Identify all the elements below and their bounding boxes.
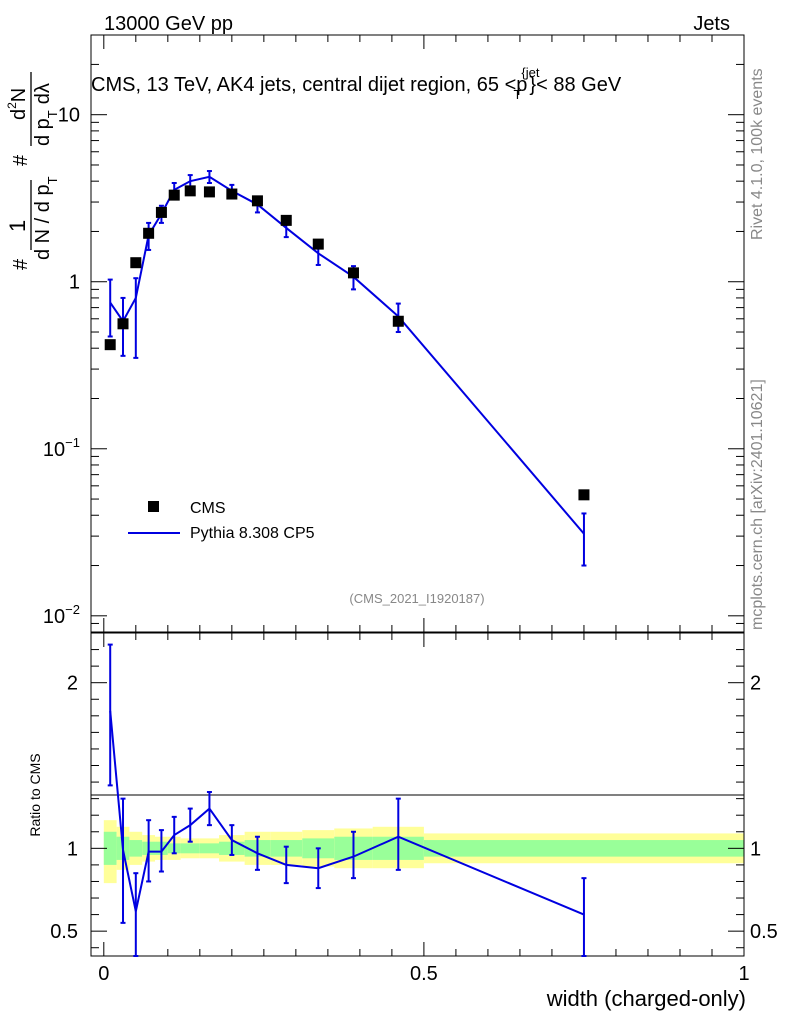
ratio-band-green (423, 840, 744, 857)
cms-data-point (226, 188, 238, 200)
cms-data-point (143, 227, 155, 239)
main-y-tick-label: 10−1 (43, 435, 80, 461)
cms-data-point (392, 315, 404, 327)
y-axis-label: # 1 d N / d pT # d2N d pTdλ (5, 72, 60, 270)
cms-data-point (347, 267, 359, 279)
ratio-plot-frame (90, 632, 745, 957)
cms-data-point (168, 189, 180, 201)
cms-data-point (280, 214, 292, 226)
cms-data-point (104, 339, 116, 351)
cms-data-point (251, 195, 263, 207)
legend-cms-marker (148, 501, 159, 512)
ratio-y-tick-label: 2 (67, 673, 78, 695)
ratio-y-tick-label-right: 0.5 (750, 921, 778, 943)
svg-text:d pTdλ: d pTdλ (32, 83, 60, 146)
main-plot-frame (90, 34, 745, 633)
cms-data-point (203, 186, 215, 198)
main-y-tick-label: 10−2 (43, 602, 80, 628)
ratio-band-green (199, 843, 220, 854)
main-y-ticks: 10−2 10−1 1 10 (43, 34, 744, 633)
legend-cms-label: CMS (190, 500, 226, 517)
cms-data-point (130, 257, 142, 269)
cms-data-point (117, 318, 129, 330)
ratio-x-ticks: 0 0.5 1 (98, 633, 750, 985)
ratio-y-tick-label: 0.5 (50, 921, 78, 943)
ratio-band-green (103, 831, 117, 865)
ratio-line (109, 710, 585, 916)
cms-data-point (184, 185, 196, 197)
pythia-line (109, 175, 585, 535)
legend: CMS Pythia 8.308 CP5 (128, 500, 315, 542)
svg-text:d N / d pT: d N / d pT (32, 176, 60, 260)
ratio-y-tick-label-right: 1 (750, 838, 761, 860)
rivet-label: Rivet 4.1.0, 100k events (749, 68, 766, 240)
header-left: 13000 GeV pp (104, 13, 233, 35)
analysis-id: (CMS_2021_I1920187) (349, 591, 484, 606)
cms-data-point (155, 206, 167, 218)
ratio-y-ticks: 0.5 0.5 1 1 2 2 (50, 649, 778, 949)
ratio-y-tick-label: 1 (67, 838, 78, 860)
header-right: Jets (693, 13, 730, 35)
ratio-y-label: Ratio to CMS (27, 753, 43, 836)
svg-text:#: # (10, 154, 32, 166)
svg-text:#: # (10, 258, 32, 270)
x-tick-label: 0 (98, 963, 109, 985)
legend-pythia-label: Pythia 8.308 CP5 (190, 525, 315, 542)
x-tick-label: 1 (738, 963, 749, 985)
svg-text:d2N: d2N (5, 88, 30, 120)
x-tick-label: 0.5 (410, 963, 438, 985)
ratio-y-tick-label-right: 2 (750, 673, 761, 695)
x-axis-label: width (charged-only) (546, 986, 746, 1011)
main-y-tick-label: 1 (69, 272, 80, 294)
ratio-band-green (129, 840, 143, 857)
mcplots-label: mcplots.cern.ch [arXiv:2401.10621] (749, 379, 766, 630)
cms-data-point (578, 489, 590, 501)
ratio-band-green (180, 843, 200, 854)
svg-text:1: 1 (5, 220, 30, 232)
cms-data-point (312, 238, 324, 250)
main-x-ticks (103, 35, 745, 632)
chart-title: CMS, 13 TeV, AK4 jets, central dijet reg… (91, 65, 622, 102)
main-y-tick-label: 10 (58, 105, 80, 127)
ratio-uncertainty-bands (103, 820, 744, 884)
